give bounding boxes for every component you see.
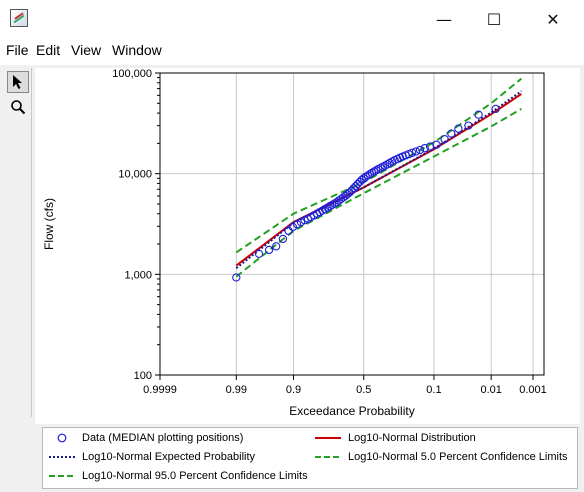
data-point — [372, 166, 381, 175]
data-point — [347, 186, 356, 195]
legend-label: Log10-Normal 5.0 Percent Confidence Limi… — [348, 451, 568, 463]
y-tick-label: 10,000 — [118, 169, 152, 181]
legend-item-95-percent: Log10-Normal 95.0 Percent Confidence Lim… — [47, 468, 308, 484]
y-axis-label: Flow (cfs) — [42, 198, 56, 250]
data-point — [361, 172, 370, 181]
maximize-button[interactable]: ☐ — [486, 9, 502, 29]
pointer-tool-button[interactable] — [7, 71, 29, 93]
data-point — [288, 222, 298, 232]
x-tick-label: 0.5 — [356, 384, 371, 396]
menu-bar: File Edit View Window — [0, 40, 584, 62]
menu-file[interactable]: File — [6, 42, 29, 58]
legend-item-5-percent: Log10-Normal 5.0 Percent Confidence Limi… — [313, 449, 568, 465]
legend-label: Data (MEDIAN plotting positions) — [82, 432, 244, 444]
side-toolbar — [4, 68, 32, 417]
confidence-5-line — [235, 77, 523, 254]
menu-view[interactable]: View — [71, 42, 102, 58]
data-point — [264, 245, 274, 255]
data-point — [353, 179, 362, 189]
data-point — [323, 203, 332, 212]
pointer-icon — [13, 75, 22, 89]
title-bar: — ☐ ✕ — [0, 0, 584, 38]
legend-label: Log10-Normal Distribution — [348, 432, 476, 444]
data-point — [359, 174, 368, 183]
x-tick-label: 0.9999 — [143, 384, 177, 396]
zoom-tool-button[interactable] — [7, 96, 29, 118]
data-point — [363, 171, 373, 180]
app-icon — [10, 9, 28, 27]
close-button[interactable]: ✕ — [546, 9, 560, 29]
x-axis-label: Exceedance Probability — [289, 404, 414, 418]
legend-item-data: Data (MEDIAN plotting positions) — [47, 430, 243, 446]
menu-edit[interactable]: Edit — [36, 42, 61, 58]
data-point — [447, 129, 456, 138]
data-point — [432, 140, 441, 149]
data-point — [369, 167, 379, 176]
data-point — [474, 110, 483, 119]
data-point — [411, 147, 421, 156]
x-tick-label: 0.1 — [426, 384, 441, 396]
legend: Data (MEDIAN plotting positions) Log10-N… — [42, 427, 578, 489]
y-tick-label: 1,000 — [124, 269, 152, 281]
data-point — [365, 169, 375, 179]
x-tick-label: 0.001 — [519, 384, 547, 396]
data-point — [272, 242, 281, 251]
data-point — [464, 121, 473, 130]
y-tick-label: 100 — [134, 370, 152, 382]
data-point — [415, 145, 425, 155]
data-point — [292, 220, 302, 229]
data-point — [367, 168, 377, 177]
data-point — [336, 194, 346, 204]
legend-item-expected: Log10-Normal Expected Probability — [47, 449, 255, 465]
data-point — [420, 144, 429, 153]
legend-label: Log10-Normal Expected Probability — [82, 451, 256, 463]
zoom-icon — [11, 100, 26, 115]
menu-window[interactable]: Window — [112, 42, 162, 58]
confidence-95-line — [235, 108, 522, 278]
data-point — [254, 249, 264, 258]
expected-probability-line — [235, 90, 522, 269]
data-point — [383, 160, 392, 169]
data-point — [232, 273, 241, 282]
data-point — [454, 124, 463, 133]
data-point — [278, 234, 288, 244]
data-point — [284, 226, 293, 236]
data-point — [351, 182, 360, 191]
minimize-button[interactable]: — — [436, 9, 452, 29]
frequency-chart[interactable]: 0.9999 0.99 0.9 0.5 0.1 0.01 0.001 100 1,000 10,0… — [35, 68, 580, 424]
plot-area[interactable] — [159, 72, 545, 376]
x-tick-label: 0.01 — [480, 384, 501, 396]
data-point — [408, 148, 417, 157]
data-point — [491, 104, 500, 114]
x-tick-label: 0.9 — [286, 384, 301, 396]
data-point — [440, 135, 449, 144]
legend-item-distribution: Log10-Normal Distribution — [313, 430, 476, 446]
x-tick-label: 0.99 — [226, 384, 247, 396]
legend-label: Log10-Normal 95.0 Percent Confidence Lim… — [82, 470, 308, 482]
plot-panel: 0.9999 0.99 0.9 0.5 0.1 0.01 0.001 100 1,000 10,0… — [35, 68, 580, 424]
y-tick-label: 100,000 — [112, 68, 152, 80]
